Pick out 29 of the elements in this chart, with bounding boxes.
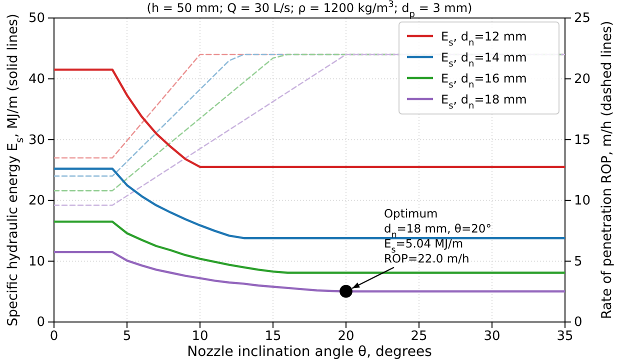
- y2-tick-label: 5: [574, 254, 582, 270]
- x-axis-title: Nozzle inclination angle θ, degrees: [187, 344, 432, 360]
- legend-label: E$_{s}$, d$_{n}$=14 mm: [441, 50, 527, 70]
- y2-tick-label: 25: [574, 11, 591, 26]
- x-tick-label: 0: [50, 329, 58, 344]
- y-tick-label: 10: [28, 254, 45, 270]
- x-tick-label: 20: [338, 329, 354, 344]
- legend-label: E$_{s}$, d$_{n}$=18 mm: [441, 92, 527, 112]
- x-tick-label: 35: [556, 329, 574, 344]
- x-tick-label: 5: [122, 329, 132, 344]
- y2-tick-label: 0: [574, 315, 582, 330]
- y-tick-label: 50: [28, 11, 45, 26]
- y-tick-label: 40: [28, 72, 45, 87]
- x-tick-label: 15: [264, 329, 282, 344]
- y-tick-label: 20: [28, 194, 45, 209]
- line-series: [54, 168, 565, 240]
- x-tick-label: 10: [192, 329, 208, 344]
- y2-tick-label: 20: [574, 72, 591, 87]
- y2-tick-label: 10: [574, 194, 591, 209]
- y-tick-label: 30: [28, 132, 45, 148]
- y-tick-label: 0: [36, 315, 45, 330]
- line-series: [54, 220, 565, 274]
- x-tick-label: 25: [410, 329, 428, 344]
- y2-axis-title: Rate of penetration ROP, m/h (dashed lines): [599, 20, 615, 320]
- y2-tick-label: 15: [574, 132, 591, 148]
- x-tick-label: 30: [484, 329, 500, 344]
- legend-label: E$_{s}$, d$_{n}$=12 mm: [441, 30, 527, 48]
- legend-label: E$_{s}$, d$_{n}$=16 mm: [441, 72, 527, 90]
- line-series: [54, 68, 565, 168]
